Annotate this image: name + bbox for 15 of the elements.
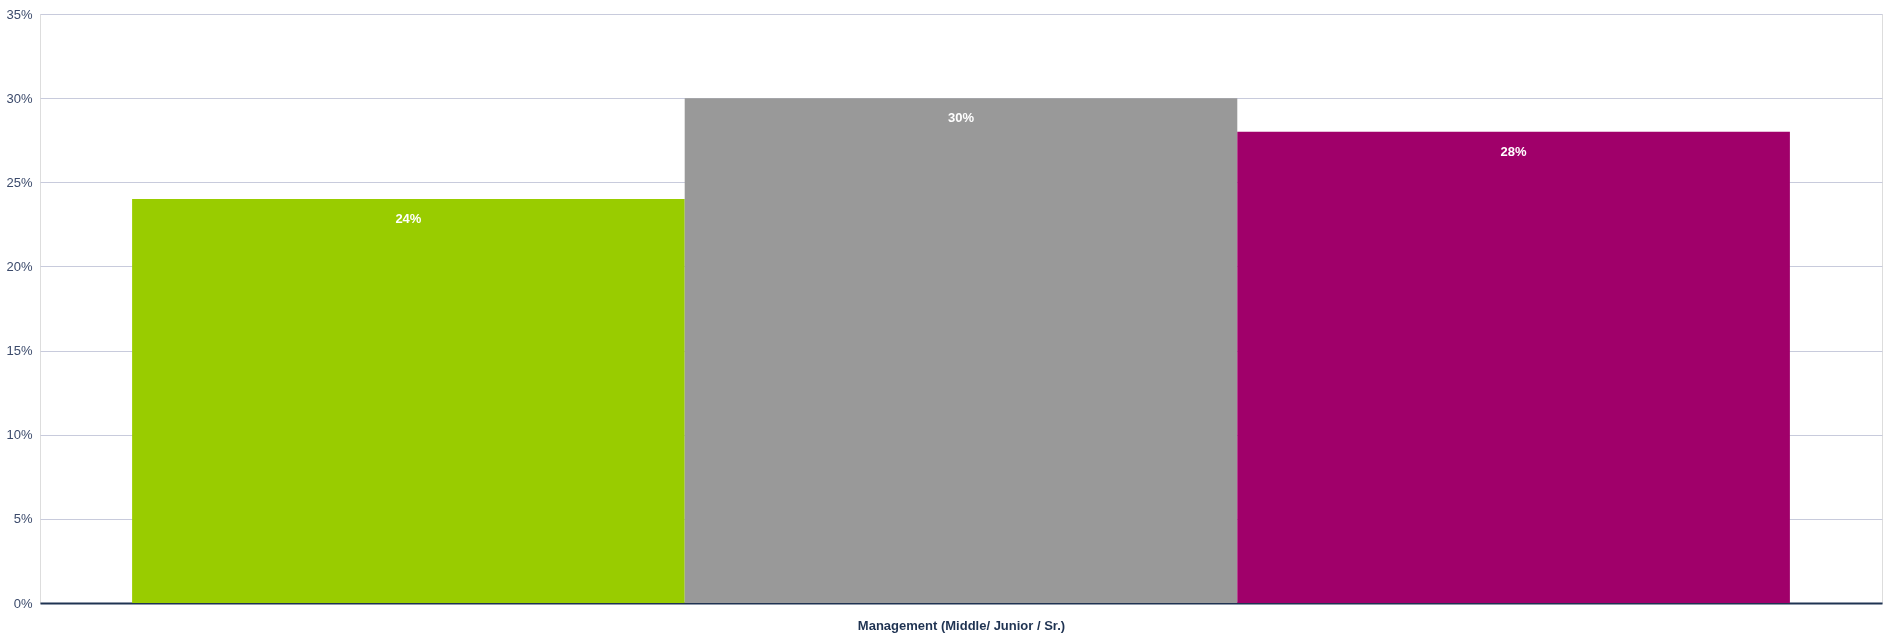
data-label: 30% — [947, 110, 975, 126]
y-tick-label: 25% — [6, 174, 33, 190]
bar — [1237, 131, 1790, 603]
y-tick-label: 20% — [6, 258, 33, 274]
y-tick-label: 35% — [6, 6, 33, 22]
y-tick-label: 10% — [6, 427, 33, 443]
y-tick-label: 15% — [6, 343, 33, 359]
y-tick-label: 5% — [13, 511, 33, 527]
bar — [132, 199, 685, 603]
y-tick-label: 0% — [13, 595, 33, 611]
data-label: 28% — [1500, 143, 1528, 159]
y-tick-label: 30% — [6, 90, 33, 106]
data-label: 24% — [395, 211, 422, 227]
bar — [684, 98, 1238, 603]
x-axis-title: Management (Middle/ Junior / Sr.) — [857, 617, 1066, 633]
